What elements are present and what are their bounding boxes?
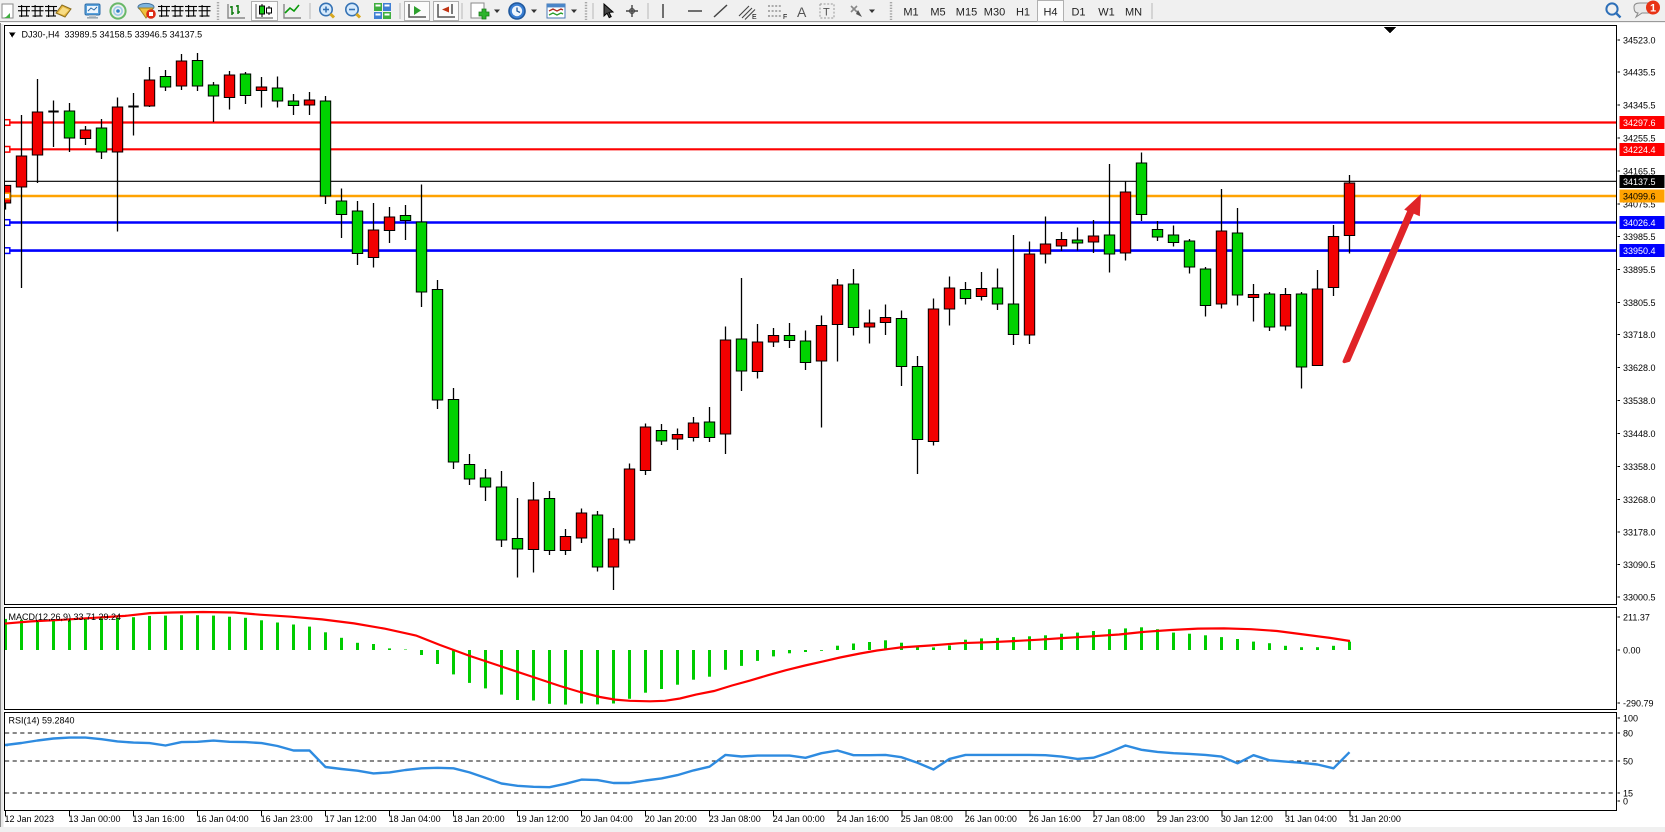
svg-text:12 Jan 2023: 12 Jan 2023 [5, 814, 55, 824]
svg-text:34165.5: 34165.5 [1623, 166, 1656, 176]
svg-text:DJ30-,H4 33989.5 34158.5 3394: DJ30-,H4 33989.5 34158.5 33946.5 34137.5 [22, 30, 203, 40]
svg-text:D1: D1 [1071, 7, 1085, 19]
svg-text:26 Jan 16:00: 26 Jan 16:00 [1029, 814, 1081, 824]
svg-text:A: A [797, 4, 807, 20]
svg-text:M1: M1 [903, 7, 918, 19]
svg-text:13 Jan 00:00: 13 Jan 00:00 [69, 814, 121, 824]
svg-text:0.00: 0.00 [1623, 646, 1641, 656]
svg-text:1: 1 [1650, 3, 1656, 15]
svg-text:34224.4: 34224.4 [1623, 145, 1656, 155]
svg-text:33538.0: 33538.0 [1623, 396, 1656, 406]
svg-text:34523.0: 34523.0 [1623, 36, 1656, 46]
svg-text:M5: M5 [930, 7, 945, 19]
svg-text:23 Jan 08:00: 23 Jan 08:00 [709, 814, 761, 824]
svg-text:18 Jan 04:00: 18 Jan 04:00 [389, 814, 441, 824]
svg-text:34297.6: 34297.6 [1623, 118, 1656, 128]
svg-text:29 Jan 23:00: 29 Jan 23:00 [1157, 814, 1209, 824]
svg-text:100: 100 [1623, 714, 1638, 724]
svg-text:M15: M15 [956, 7, 977, 19]
svg-text:18 Jan 20:00: 18 Jan 20:00 [453, 814, 505, 824]
svg-text:0: 0 [1623, 797, 1628, 807]
svg-text:31 Jan 20:00: 31 Jan 20:00 [1349, 814, 1401, 824]
svg-text:33985.5: 33985.5 [1623, 232, 1656, 242]
svg-text:H1: H1 [1016, 7, 1030, 19]
svg-text:-290.79: -290.79 [1623, 699, 1654, 709]
svg-text:33178.0: 33178.0 [1623, 528, 1656, 538]
svg-text:15: 15 [1623, 789, 1633, 799]
svg-text:34099.6: 34099.6 [1623, 192, 1656, 202]
svg-text:W1: W1 [1098, 7, 1115, 19]
svg-text:M30: M30 [984, 7, 1005, 19]
svg-text:30 Jan 12:00: 30 Jan 12:00 [1221, 814, 1273, 824]
svg-text:24 Jan 16:00: 24 Jan 16:00 [837, 814, 889, 824]
svg-text:33090.5: 33090.5 [1623, 560, 1656, 570]
svg-text:33448.0: 33448.0 [1623, 429, 1656, 439]
svg-text:50: 50 [1623, 757, 1633, 767]
svg-text:33950.4: 33950.4 [1623, 246, 1656, 256]
svg-text:211.37: 211.37 [1623, 613, 1650, 623]
svg-text:F: F [783, 14, 787, 21]
svg-text:16 Jan 04:00: 16 Jan 04:00 [197, 814, 249, 824]
svg-text:19 Jan 12:00: 19 Jan 12:00 [517, 814, 569, 824]
svg-text:20 Jan 20:00: 20 Jan 20:00 [645, 814, 697, 824]
svg-text:33805.5: 33805.5 [1623, 298, 1656, 308]
svg-text:34026.4: 34026.4 [1623, 218, 1656, 228]
svg-text:34345.5: 34345.5 [1623, 101, 1656, 111]
svg-text:T: T [823, 7, 830, 19]
svg-text:20 Jan 04:00: 20 Jan 04:00 [581, 814, 633, 824]
svg-text:33358.0: 33358.0 [1623, 462, 1656, 472]
svg-text:MN: MN [1125, 7, 1142, 19]
svg-text:25 Jan 08:00: 25 Jan 08:00 [901, 814, 953, 824]
svg-text:33000.5: 33000.5 [1623, 593, 1656, 603]
svg-text:16 Jan 23:00: 16 Jan 23:00 [261, 814, 313, 824]
svg-text:H4: H4 [1043, 7, 1057, 19]
svg-text:RSI(14) 59.2840: RSI(14) 59.2840 [9, 716, 75, 726]
svg-text:34075.5: 34075.5 [1623, 199, 1656, 209]
svg-text:33718.0: 33718.0 [1623, 330, 1656, 340]
svg-text:33268.0: 33268.0 [1623, 495, 1656, 505]
svg-text:31 Jan 04:00: 31 Jan 04:00 [1285, 814, 1337, 824]
svg-text:26 Jan 00:00: 26 Jan 00:00 [965, 814, 1017, 824]
svg-text:17 Jan 12:00: 17 Jan 12:00 [325, 814, 377, 824]
svg-text:MACD(12,26,9) 33.71 29.24: MACD(12,26,9) 33.71 29.24 [9, 612, 122, 622]
svg-text:13 Jan 16:00: 13 Jan 16:00 [133, 814, 185, 824]
svg-text:27 Jan 08:00: 27 Jan 08:00 [1093, 814, 1145, 824]
svg-text:80: 80 [1623, 729, 1633, 739]
svg-text:34435.5: 34435.5 [1623, 68, 1656, 78]
svg-text:34137.5: 34137.5 [1623, 177, 1656, 187]
svg-text:33895.5: 33895.5 [1623, 265, 1656, 275]
svg-text:33628.0: 33628.0 [1623, 363, 1656, 373]
svg-text:E: E [752, 14, 757, 21]
svg-text:24 Jan 00:00: 24 Jan 00:00 [773, 814, 825, 824]
svg-text:34255.5: 34255.5 [1623, 133, 1656, 143]
